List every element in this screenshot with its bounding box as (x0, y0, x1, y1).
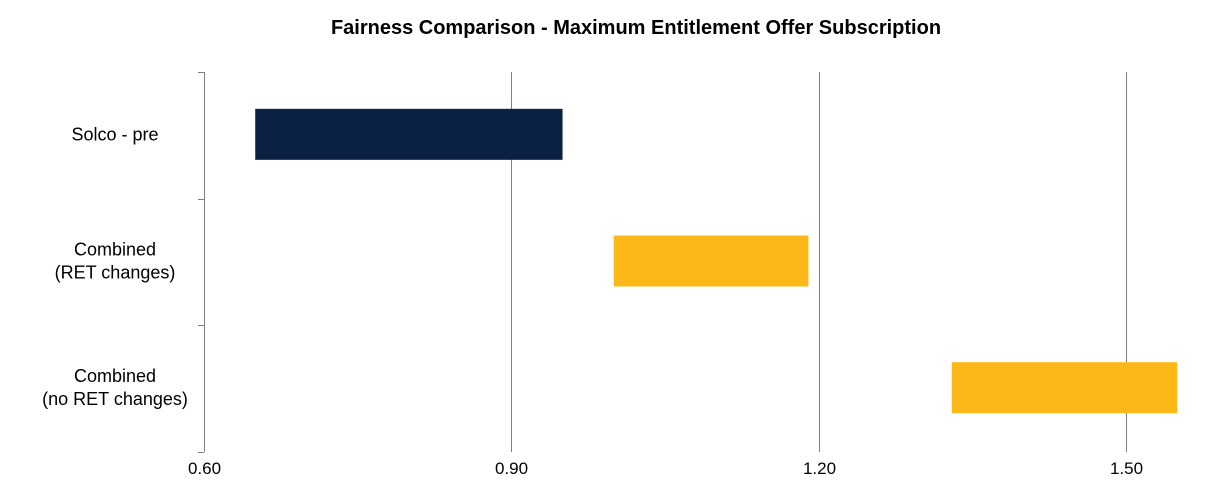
chart-title: Fairness Comparison - Maximum Entitlemen… (331, 17, 941, 39)
category-label: Solco - pre (71, 124, 158, 144)
x-tick-label: 0.60 (188, 459, 221, 478)
range-bar (255, 108, 563, 160)
bars (255, 108, 1178, 414)
category-label-line: Combined (74, 366, 156, 386)
category-label-line: (no RET changes) (42, 389, 188, 409)
category-label-line: Combined (74, 240, 156, 260)
category-label-line: (RET changes) (55, 263, 176, 283)
category-label: Combined (RET changes) (55, 240, 176, 283)
category-label-line: Solco - pre (71, 124, 158, 144)
x-tick-label: 1.50 (1110, 459, 1143, 478)
x-tick-labels: 0.60 0.90 1.20 1.50 (188, 459, 1143, 478)
range-bar (613, 235, 809, 287)
x-tick-label: 1.20 (803, 459, 836, 478)
range-bar (951, 362, 1178, 414)
axes (198, 72, 205, 453)
category-label: Combined (no RET changes) (42, 366, 188, 409)
x-tick-label: 0.90 (495, 459, 528, 478)
